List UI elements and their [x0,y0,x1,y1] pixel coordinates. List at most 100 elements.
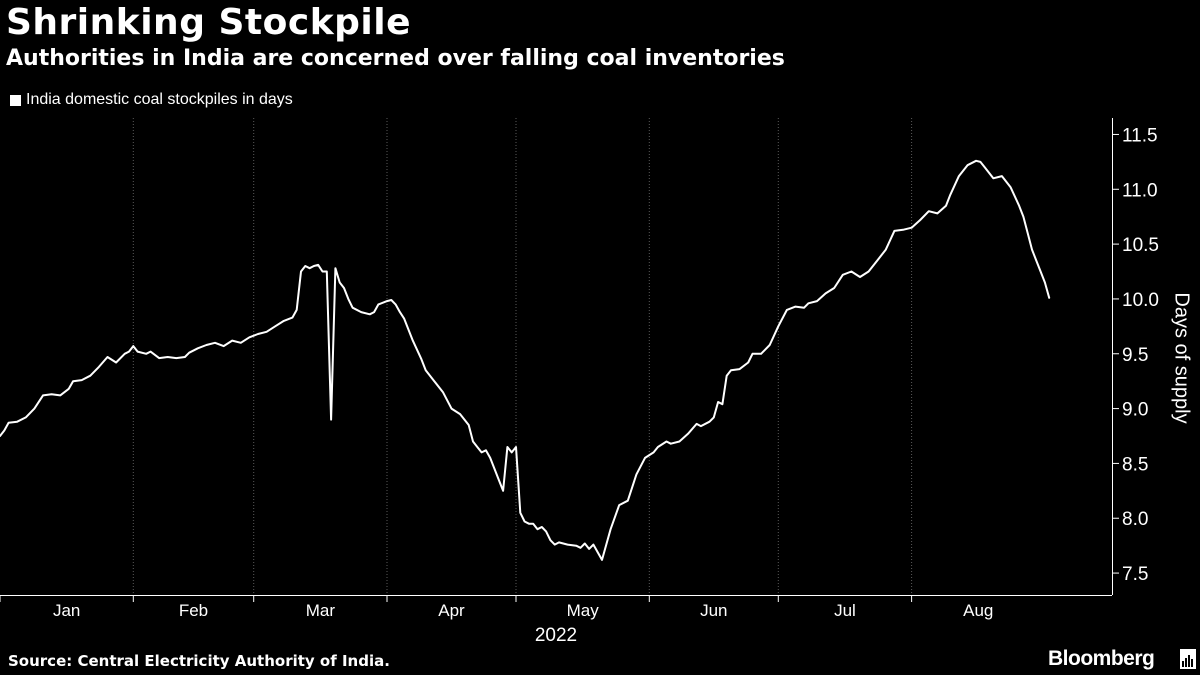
data-point [1031,249,1033,251]
data-point [919,219,921,221]
data-point [958,175,960,177]
data-point [188,352,190,354]
data-point [678,440,681,443]
data-point [893,230,896,232]
data-point [1035,260,1037,262]
data-point [317,264,319,266]
data-point [167,356,169,358]
data-point [472,440,474,443]
data-point [786,309,788,311]
data-point [515,446,517,448]
data-point [459,413,461,415]
x-tick-label-aug: Aug [963,601,993,620]
data-point [992,177,994,179]
legend: India domestic coal stockpiles in days [10,91,293,109]
y-axis-label: Days of supply [1170,292,1193,424]
data-point [868,270,870,273]
data-point [532,523,534,525]
data-point [214,342,216,344]
data-point [25,416,27,418]
data-point [979,161,982,163]
data-point [16,421,18,423]
data-point [352,307,354,309]
data-point [876,260,878,262]
data-point [72,380,74,382]
data-point [347,298,349,300]
series-layer [0,159,1051,561]
data-point [373,311,375,313]
data-point [928,210,930,212]
data-point [158,357,160,359]
data-point [610,528,612,530]
data-point [283,320,285,322]
x-tick-label-apr: Apr [438,601,465,620]
legend-label: India domestic coal stockpiles in days [26,91,293,108]
data-point [936,212,939,214]
data-point [708,421,711,423]
x-tick-label-jan: Jan [53,601,80,620]
data-point [420,358,422,360]
data-point [313,265,315,267]
data-point [59,394,61,396]
data-point [592,544,595,546]
y-tick-label: 7.5 [1122,564,1148,585]
data-point [231,340,233,342]
data-point [627,500,629,502]
x-tick-label-jun: Jun [700,601,727,620]
data-point [468,424,470,426]
data-point [528,523,530,525]
data-point [321,270,324,273]
data-point [554,544,556,546]
data-point [137,351,139,353]
legend-swatch [10,94,21,106]
y-tick-label: 8.0 [1122,509,1148,530]
data-point [1001,175,1003,177]
data-point [274,325,276,327]
data-point [567,544,569,546]
data-point [730,369,732,371]
data-point [902,229,904,231]
bloomberg-terminal-icon [1180,649,1196,669]
data-point [386,300,388,302]
data-point [128,351,130,353]
data-point [807,302,810,304]
data-point [395,303,397,305]
data-point [326,270,328,273]
x-tick-label-mar: Mar [306,601,336,620]
x-tick-label-jul: Jul [834,601,856,620]
data-point [601,559,603,561]
data-point [579,547,582,549]
data-point [360,311,362,313]
y-tick-label: 10.5 [1122,235,1159,256]
data-point [42,394,44,396]
data-point [334,267,336,269]
data-point [3,429,5,432]
x-tick-label-feb: Feb [179,601,208,620]
data-point [304,265,306,267]
data-point [665,440,668,443]
x-axis-year-label: 2022 [535,625,577,646]
data-point [721,403,724,405]
data-point [296,309,298,311]
data-point [588,548,590,550]
data-point [859,276,861,278]
data-point [175,357,177,359]
data-point [377,303,379,305]
data-point [726,375,728,377]
data-point [309,267,311,269]
data-point [390,299,392,301]
tick-labels: Jan Feb Mar Apr May Jun Jul Aug 7.5 8.0 8.5 9.0 9.5 1… [53,125,1159,620]
data-point [536,528,539,530]
data-point [266,331,268,333]
data-point [81,379,83,381]
data-point [1022,216,1024,218]
data-point [653,451,655,453]
data-point [145,353,147,355]
data-point [369,313,371,315]
data-point [825,292,827,294]
data-point [1044,281,1046,284]
data-point [8,422,10,424]
bloomberg-logo: Bloomberg [1048,647,1155,670]
data-point [124,353,126,355]
